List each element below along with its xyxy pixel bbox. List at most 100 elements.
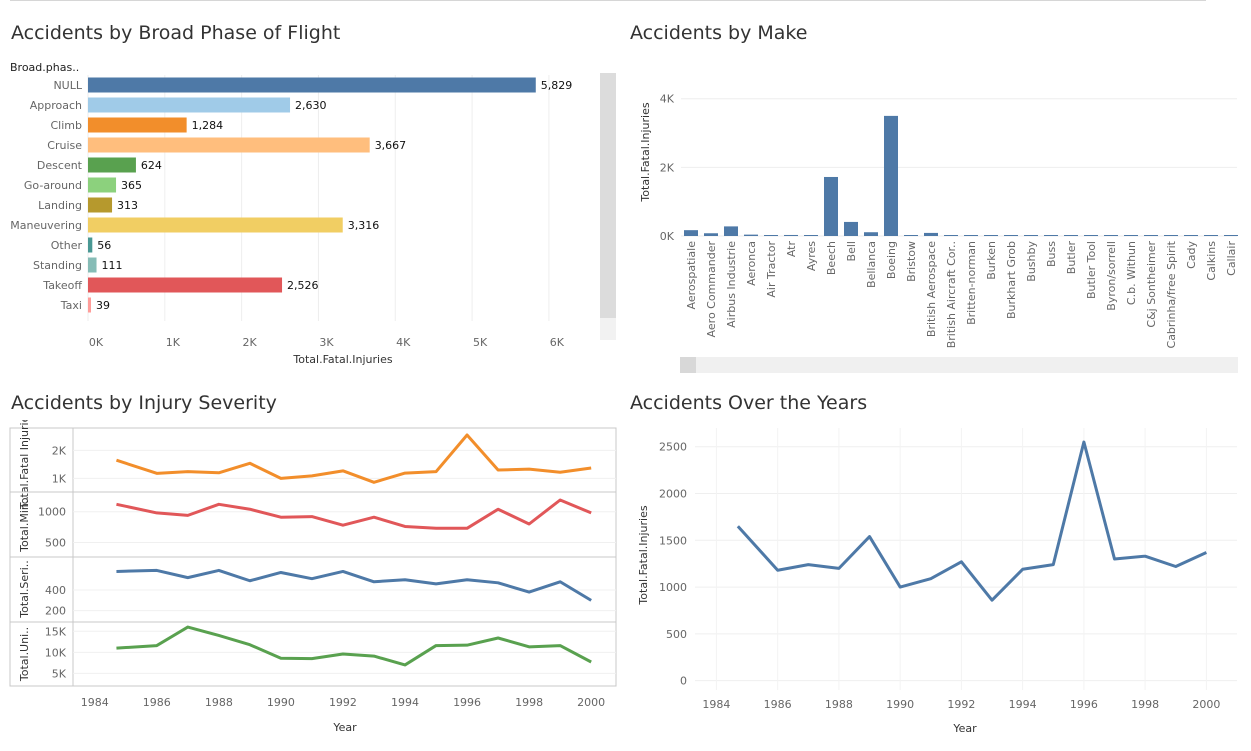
category-label: Britten-norman	[965, 241, 978, 325]
category-label: Other	[51, 239, 83, 252]
data-label: 624	[141, 159, 162, 172]
category-label: Buss	[1045, 241, 1058, 267]
category-label: Bristow	[905, 241, 918, 282]
series-line	[116, 498, 592, 530]
series-line	[115, 433, 592, 484]
x-tick-label: 1K	[166, 336, 181, 349]
bar	[684, 230, 698, 236]
bar	[984, 235, 998, 236]
y-tick-label: 200	[45, 605, 66, 618]
bar	[764, 235, 778, 236]
pane-label: Total.Fatal Injuries	[18, 420, 31, 510]
vertical-scrollbar-thumb	[600, 73, 616, 318]
category-label: Bell	[845, 241, 858, 261]
series-line	[116, 568, 592, 602]
bar	[924, 232, 938, 236]
category-label: Ayres	[805, 241, 818, 271]
y-tick-label: 500	[666, 628, 687, 641]
make-chart-title: Accidents by Make	[630, 22, 808, 44]
bar	[88, 137, 370, 153]
y-tick-label: 0	[680, 675, 687, 688]
category-label: Go-around	[24, 179, 82, 192]
bar	[88, 237, 93, 253]
row-header: Broad.phas..	[10, 61, 79, 74]
data-label: 39	[96, 299, 110, 312]
bar	[88, 197, 113, 213]
y-tick-label: 1000	[659, 581, 687, 594]
bar	[844, 221, 858, 236]
y-axis-title: Total.Fatal.Injuries	[637, 505, 650, 605]
y-tick-label: 0K	[660, 230, 675, 243]
x-tick-label: 1992	[947, 698, 975, 711]
horizontal-scrollbar-track	[680, 357, 1238, 373]
x-axis-title: Year	[952, 722, 977, 735]
bar	[1084, 235, 1098, 236]
x-axis-title: Total.Fatal.Injuries	[292, 353, 392, 366]
years-line-chart: 0 500 1000 1500 2000 2500 1984 1986 1988 1990 1992…	[637, 428, 1237, 735]
category-label: Cruise	[47, 139, 82, 152]
bar	[1044, 235, 1058, 236]
x-tick-label: 3K	[319, 336, 334, 349]
x-tick-label: 1998	[1131, 698, 1159, 711]
category-label: C&j Sontheimer	[1145, 241, 1158, 328]
y-tick-label: 400	[45, 584, 66, 597]
bar	[1104, 235, 1118, 236]
category-label: Aerospatiale	[685, 241, 698, 310]
category-label: Taxi	[60, 299, 82, 312]
y-tick-label: 1500	[659, 534, 687, 547]
category-label: Beech	[825, 241, 838, 275]
x-tick-label: 1996	[453, 696, 481, 709]
data-label: 3,316	[348, 219, 380, 232]
category-label: Burkhart Grob	[1005, 241, 1018, 319]
category-label: Boeing	[885, 241, 898, 279]
x-tick-label: 1984	[81, 696, 109, 709]
bar	[884, 115, 898, 236]
severity-line-chart: 1K 2K Total.Fatal Injuries 500 1000 Total.Min…	[9, 420, 617, 734]
series-line	[116, 625, 592, 667]
data-label: 111	[102, 259, 123, 272]
series-line	[736, 440, 1208, 602]
category-label: Burken	[985, 241, 998, 280]
bar	[1124, 235, 1138, 236]
y-tick-label: 15K	[45, 625, 67, 638]
category-label: Maneuvering	[10, 219, 82, 232]
pane-label: Total.Min..	[18, 496, 31, 553]
phase-bar-chart: Broad.phas.. 0K 1K 2K 3K 4K 5K 6K NULL 5,829 Appro…	[10, 61, 616, 366]
y-tick-label: 10K	[45, 646, 67, 659]
x-tick-label: 1994	[1009, 698, 1037, 711]
category-label: Standing	[33, 259, 82, 272]
x-tick-label: 5K	[473, 336, 488, 349]
bar	[88, 217, 343, 233]
y-tick-label: 2500	[659, 441, 687, 454]
x-tick-label: 1994	[391, 696, 419, 709]
category-label: Air Tractor	[765, 241, 778, 298]
y-tick-label: 2000	[659, 488, 687, 501]
x-tick-label: 1988	[205, 696, 233, 709]
category-label: Butler	[1065, 241, 1078, 275]
data-label: 2,630	[295, 99, 327, 112]
data-label: 1,284	[192, 119, 224, 132]
bar	[88, 277, 283, 293]
x-axis-title: Year	[332, 721, 357, 734]
y-tick-label: 1K	[52, 472, 67, 485]
x-tick-label: 1984	[702, 698, 730, 711]
bar	[1144, 235, 1158, 236]
y-tick-label: 2K	[52, 444, 67, 457]
y-tick-label: 1000	[38, 506, 66, 519]
x-tick-label: 2K	[243, 336, 258, 349]
x-tick-label: 1990	[267, 696, 295, 709]
bar	[784, 234, 798, 236]
y-tick-label: 2K	[660, 161, 675, 174]
horizontal-scrollbar-thumb	[680, 357, 696, 373]
bar	[1224, 235, 1238, 236]
x-tick-label: 0K	[89, 336, 104, 349]
severity-chart-title: Accidents by Injury Severity	[11, 392, 277, 414]
data-label: 5,829	[541, 79, 573, 92]
category-label: Atr	[785, 241, 798, 258]
category-label: Aeronca	[745, 241, 758, 286]
category-label: Approach	[30, 99, 82, 112]
category-label: Byron/sorrell	[1105, 241, 1118, 311]
bar	[724, 226, 738, 236]
bar	[704, 233, 718, 236]
pane-label: Total.Uni..	[18, 627, 31, 682]
